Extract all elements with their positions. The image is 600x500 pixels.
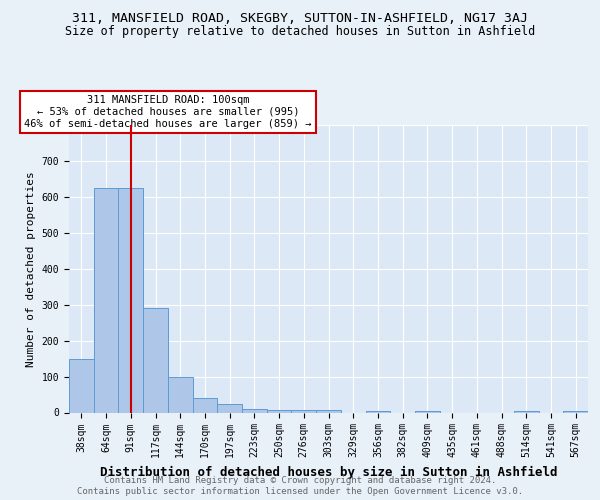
Bar bbox=[217, 404, 242, 412]
Y-axis label: Number of detached properties: Number of detached properties bbox=[26, 171, 36, 366]
Text: Contains public sector information licensed under the Open Government Licence v3: Contains public sector information licen… bbox=[77, 487, 523, 496]
Bar bbox=[242, 409, 267, 412]
Text: Contains HM Land Registry data © Crown copyright and database right 2024.: Contains HM Land Registry data © Crown c… bbox=[104, 476, 496, 485]
Bar bbox=[267, 410, 292, 412]
Bar bbox=[415, 410, 440, 412]
Text: Size of property relative to detached houses in Sutton in Ashfield: Size of property relative to detached ho… bbox=[65, 25, 535, 38]
Bar bbox=[563, 410, 588, 412]
Bar bbox=[316, 410, 341, 412]
Bar bbox=[143, 308, 168, 412]
Bar bbox=[118, 188, 143, 412]
Bar bbox=[94, 188, 118, 412]
Bar bbox=[514, 410, 539, 412]
Bar bbox=[168, 376, 193, 412]
Bar bbox=[365, 410, 390, 412]
Text: 311, MANSFIELD ROAD, SKEGBY, SUTTON-IN-ASHFIELD, NG17 3AJ: 311, MANSFIELD ROAD, SKEGBY, SUTTON-IN-A… bbox=[72, 12, 528, 26]
Bar bbox=[292, 410, 316, 412]
X-axis label: Distribution of detached houses by size in Sutton in Ashfield: Distribution of detached houses by size … bbox=[100, 466, 557, 479]
Bar bbox=[193, 398, 217, 412]
Text: 311 MANSFIELD ROAD: 100sqm
← 53% of detached houses are smaller (995)
46% of sem: 311 MANSFIELD ROAD: 100sqm ← 53% of deta… bbox=[24, 96, 311, 128]
Bar bbox=[69, 358, 94, 412]
